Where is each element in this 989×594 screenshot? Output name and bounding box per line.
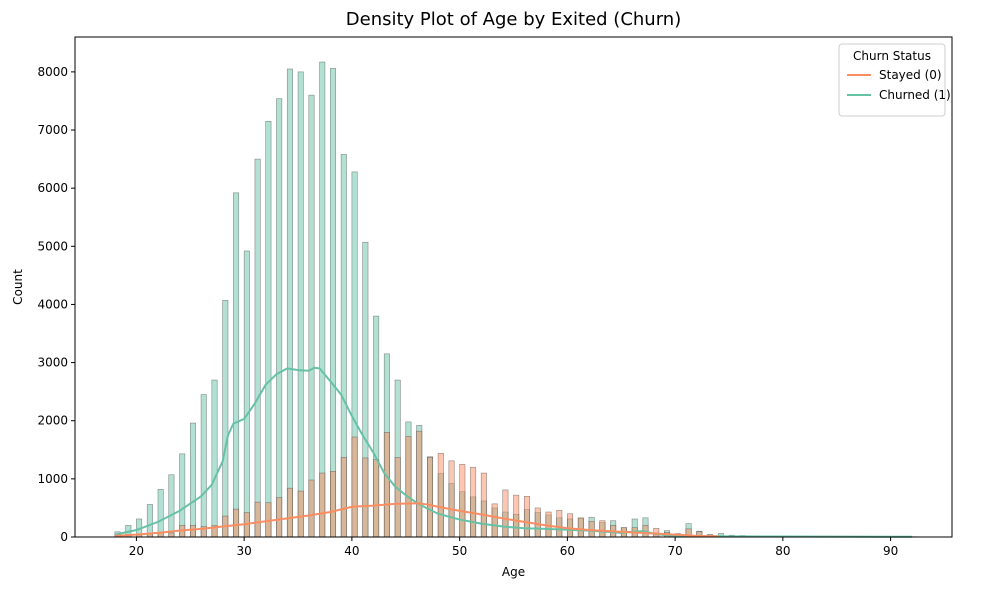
hist-bar-1-24 — [373, 460, 378, 537]
hist-bar-1-31 — [449, 461, 454, 537]
hist-bar-0-4 — [158, 489, 163, 537]
hist-bar-0-5 — [169, 475, 174, 537]
hist-bar-1-39 — [535, 508, 540, 537]
hist-bar-1-37 — [514, 495, 519, 537]
y-tick-label-3: 3000 — [37, 356, 68, 370]
hist-bar-0-9 — [212, 380, 217, 537]
hist-bar-0-7 — [190, 423, 195, 537]
x-axis-ticks: 20 30 40 50 60 70 80 90 — [129, 537, 898, 558]
hist-bar-0-20 — [330, 68, 335, 537]
hist-bar-1-45 — [600, 521, 605, 537]
hist-bar-1-22 — [352, 437, 357, 537]
hist-bar-1-16 — [287, 488, 292, 537]
y-tick-label-6: 6000 — [37, 181, 68, 195]
x-tick-label-3: 50 — [452, 544, 467, 558]
hist-bar-0-8 — [201, 395, 206, 537]
hist-bar-1-32 — [460, 464, 465, 537]
x-tick-label-1: 30 — [237, 544, 252, 558]
hist-bar-1-36 — [503, 490, 508, 537]
hist-bar-1-13 — [255, 502, 260, 537]
hist-bar-1-11 — [233, 509, 238, 537]
hist-bar-1-25 — [384, 432, 389, 537]
x-tick-label-0: 20 — [129, 544, 144, 558]
hist-bar-1-17 — [298, 491, 303, 537]
hist-bar-0-14 — [266, 121, 271, 537]
x-tick-label-5: 70 — [667, 544, 682, 558]
hist-bar-0-12 — [244, 251, 249, 537]
hist-bar-1-19 — [320, 473, 325, 537]
hist-bar-0-6 — [180, 454, 185, 537]
hist-bar-0-3 — [147, 504, 152, 537]
y-axis-ticks: 0 1000 2000 3000 4000 5000 6000 7000 8000 — [37, 65, 75, 544]
hist-bar-1-18 — [309, 480, 314, 537]
legend: Churn Status Stayed (0) Churned (1) — [839, 44, 951, 116]
hist-bar-1-20 — [330, 471, 335, 537]
legend-title: Churn Status — [853, 49, 931, 63]
hist-bar-1-41 — [557, 510, 562, 537]
hist-bar-0-18 — [309, 95, 314, 537]
x-axis-label: Age — [502, 565, 525, 579]
hist-bar-1-26 — [395, 457, 400, 537]
hist-bar-1-28 — [417, 431, 422, 537]
x-tick-label-7: 90 — [883, 544, 898, 558]
legend-label-stayed: Stayed (0) — [879, 68, 942, 82]
x-tick-label-6: 80 — [775, 544, 790, 558]
hist-bar-0-19 — [320, 62, 325, 537]
y-tick-label-1: 1000 — [37, 472, 68, 486]
hist-bar-1-38 — [524, 496, 529, 537]
hist-bar-1-29 — [427, 457, 432, 537]
hist-bar-1-23 — [363, 458, 368, 537]
x-tick-label-4: 60 — [560, 544, 575, 558]
hist-bar-0-16 — [287, 69, 292, 537]
hist-bar-0-11 — [233, 193, 238, 537]
hist-bar-1-30 — [438, 453, 443, 537]
y-axis-label: Count — [11, 269, 25, 305]
y-tick-label-0: 0 — [60, 530, 68, 544]
y-tick-label-8: 8000 — [37, 65, 68, 79]
hist-bar-1-21 — [341, 457, 346, 537]
hist-bar-1-15 — [276, 497, 281, 537]
hist-bar-1-5 — [169, 533, 174, 537]
hist-bar-1-34 — [481, 473, 486, 537]
y-tick-label-7: 7000 — [37, 123, 68, 137]
legend-label-churned: Churned (1) — [879, 88, 951, 102]
hist-bar-1-7 — [190, 525, 195, 537]
y-tick-label-4: 4000 — [37, 297, 68, 311]
x-tick-label-2: 40 — [344, 544, 359, 558]
hist-bar-1-27 — [406, 436, 411, 537]
hist-bar-0-10 — [223, 300, 228, 537]
hist-bar-0-13 — [255, 159, 260, 537]
y-tick-label-2: 2000 — [37, 414, 68, 428]
y-tick-label-5: 5000 — [37, 239, 68, 253]
hist-bar-0-17 — [298, 72, 303, 537]
hist-bar-1-43 — [578, 518, 583, 537]
hist-bar-0-15 — [276, 99, 281, 537]
hist-bar-1-35 — [492, 504, 497, 537]
hist-bar-1-33 — [470, 467, 475, 537]
histogram-bars — [115, 62, 918, 537]
hist-bar-1-42 — [567, 514, 572, 537]
chart-title: Density Plot of Age by Exited (Churn) — [346, 9, 681, 30]
